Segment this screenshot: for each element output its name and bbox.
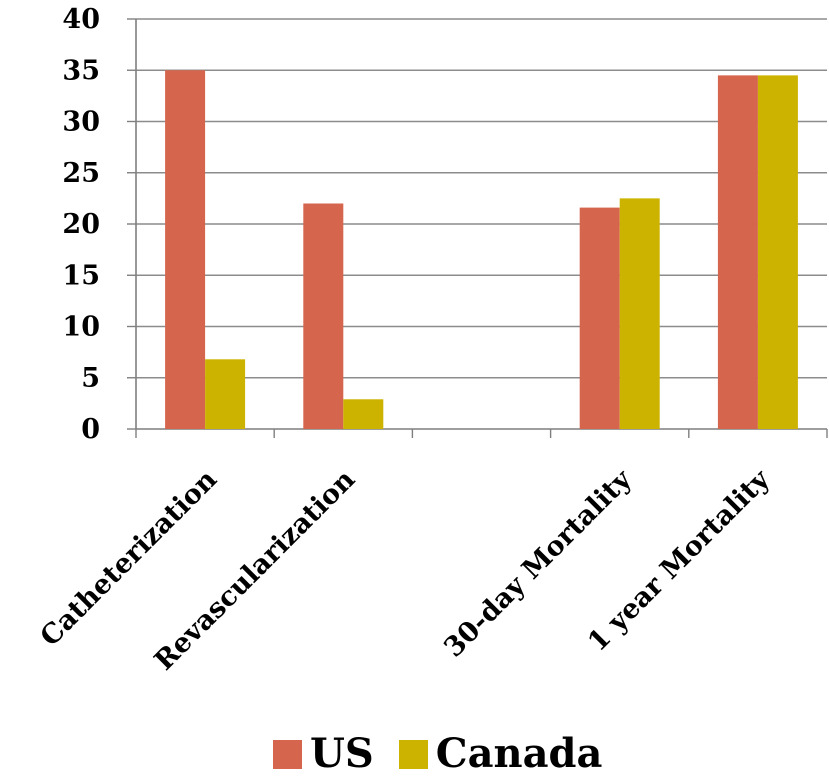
bar-canada-30-day-mortality — [619, 198, 660, 429]
y-tick-label-40: 40 — [62, 4, 100, 35]
bar-us-revascularization — [303, 203, 344, 429]
legend: US Canada — [273, 733, 602, 775]
legend-swatch-us — [273, 739, 302, 769]
y-tick-label-5: 5 — [81, 363, 100, 394]
legend-item-canada: Canada — [398, 730, 603, 777]
bar-chart: 0510152025303540CatheterizationRevascula… — [35, 4, 828, 677]
bar-us-30-day-mortality — [579, 207, 620, 429]
bar-canada-catheterization — [205, 359, 246, 429]
legend-swatch-canada — [398, 739, 428, 769]
y-tick-label-25: 25 — [62, 158, 100, 189]
bar-canada-1-year-mortality — [757, 75, 798, 429]
legend-item-us: US — [273, 734, 374, 774]
bar-us-catheterization — [165, 70, 206, 429]
y-tick-label-20: 20 — [62, 209, 100, 240]
y-tick-label-10: 10 — [62, 312, 100, 343]
bar-us-1-year-mortality — [717, 75, 758, 429]
y-tick-label-35: 35 — [62, 55, 100, 86]
bar-canada-revascularization — [343, 399, 384, 429]
y-tick-label-0: 0 — [81, 414, 100, 445]
legend-label-canada: Canada — [435, 730, 603, 777]
y-tick-label-15: 15 — [62, 260, 100, 291]
legend-label-us: US — [310, 730, 374, 777]
y-tick-label-30: 30 — [62, 107, 100, 138]
